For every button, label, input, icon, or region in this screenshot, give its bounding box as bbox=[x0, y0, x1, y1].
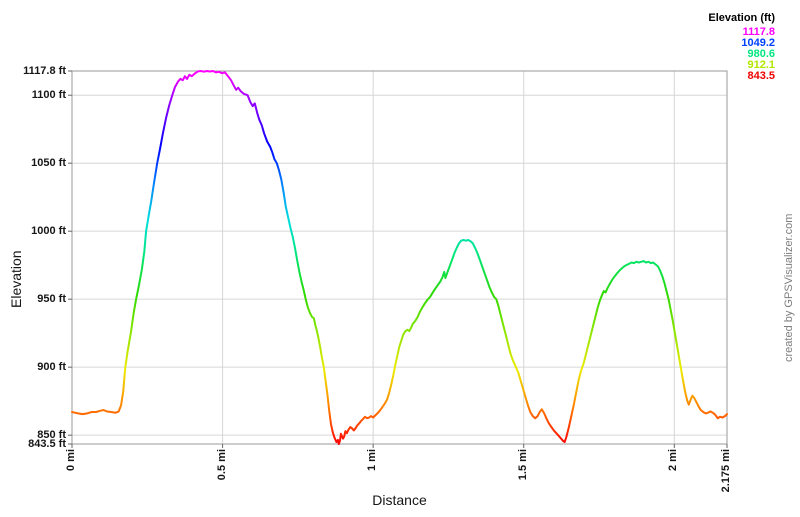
y-tick-label: 900 ft bbox=[37, 360, 66, 373]
legend-entry: 1049.2 bbox=[741, 37, 775, 49]
x-tick-label: 1 mi bbox=[366, 449, 379, 472]
y-tick-label: 1050 ft bbox=[31, 156, 66, 169]
legend-entry: 980.6 bbox=[747, 48, 775, 60]
legend: Elevation (ft) 1117.8 1049.2 980.6 912.1 843… bbox=[708, 12, 775, 82]
x-tick-label: 0 mi bbox=[65, 449, 77, 472]
legend-entries: 1117.8 1049.2 980.6 912.1 843.5 bbox=[708, 27, 775, 82]
plot-border bbox=[71, 70, 728, 445]
y-axis-title: Elevation bbox=[8, 250, 24, 308]
legend-entry: 843.5 bbox=[747, 70, 775, 82]
y-tick-label: 1117.8 ft bbox=[23, 64, 66, 77]
x-tick-label: 2 mi bbox=[667, 449, 680, 472]
y-tick-label: 1000 ft bbox=[31, 224, 66, 237]
legend-title: Elevation (ft) bbox=[708, 12, 775, 24]
elevation-profile-line bbox=[71, 70, 728, 445]
legend-entry: 1117.8 bbox=[742, 26, 775, 38]
x-tick-label: 2.175 mi bbox=[720, 449, 732, 493]
y-tick-label: 843.5 ft bbox=[28, 437, 66, 450]
x-axis-title: Distance bbox=[372, 492, 427, 508]
watermark: created by GPSVisualizer.com bbox=[783, 213, 795, 362]
y-tick-label: 1100 ft bbox=[31, 88, 66, 101]
y-tick-label: 950 ft bbox=[37, 292, 66, 305]
x-tick-label: 1.5 mi bbox=[516, 449, 529, 481]
x-tick-label: 0.5 mi bbox=[215, 449, 228, 481]
legend-entry: 912.1 bbox=[747, 59, 775, 71]
y-tick-label: 850 ft bbox=[37, 428, 66, 441]
